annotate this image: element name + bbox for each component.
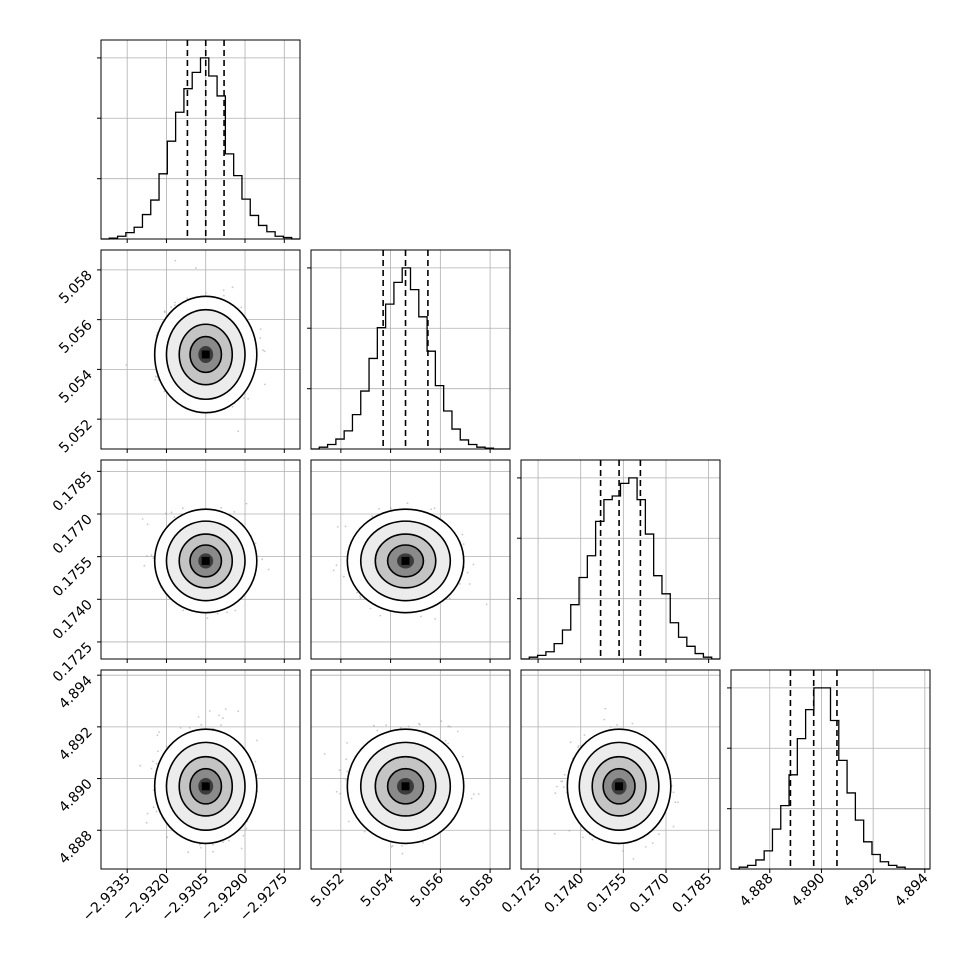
x-tick-label: 4.888	[737, 871, 777, 911]
y-tick-label: 4.892	[56, 724, 96, 764]
panel-frame	[310, 669, 511, 870]
density-peak	[201, 782, 210, 791]
density-peak	[401, 782, 410, 791]
y-tick-label: 5.054	[56, 367, 96, 407]
panel-frame	[520, 459, 721, 660]
x-tick-label: 0.1725	[499, 871, 545, 917]
x-tick-label: 5.054	[358, 870, 398, 910]
histogram-step	[521, 477, 720, 660]
density-peak	[201, 556, 210, 565]
panel-1-0: 5.052 5.054 5.056 5.058	[56, 249, 301, 457]
panel-0-0	[97, 39, 301, 243]
y-tick-label: 4.890	[56, 776, 96, 816]
x-tick-label: 4.894	[892, 870, 932, 910]
histogram-step	[731, 687, 930, 870]
x-tick-label: 4.890	[789, 871, 829, 911]
grid-lines	[311, 250, 510, 449]
y-tick-label: 5.052	[56, 417, 96, 457]
panel-frame	[520, 669, 721, 870]
y-tick-label: 0.1740	[50, 597, 96, 643]
x-tick-label: 5.056	[408, 870, 448, 910]
panel-frame	[310, 249, 511, 450]
x-tick-label: 0.1785	[669, 871, 715, 917]
panel-2-1	[310, 459, 511, 663]
panel-frame	[310, 459, 511, 660]
panel-frame	[100, 459, 301, 660]
x-tick-label: 5.058	[457, 871, 497, 911]
density-peak	[201, 350, 210, 359]
y-tick-label: 4.888	[56, 828, 96, 868]
panel-frame	[100, 39, 301, 240]
panel-3-1: 5.052 5.054 5.056 5.058	[308, 669, 511, 911]
panel-frame	[100, 249, 301, 450]
x-tick-label: 4.892	[840, 871, 880, 911]
histogram-step	[101, 57, 300, 240]
panel-3-0: −2.9335−2.9320−2.9305−2.9290−2.92754.888…	[56, 669, 301, 925]
panel-1-1	[307, 249, 511, 453]
x-tick-label: 0.1770	[627, 871, 673, 917]
histogram-step	[311, 267, 510, 450]
density-peak	[615, 782, 624, 791]
y-tick-label: 0.1755	[50, 554, 96, 600]
panel-3-3: 4.888 4.890 4.892 4.894	[727, 669, 932, 911]
y-tick-label: 5.056	[56, 317, 96, 357]
y-tick-label: 0.1785	[50, 469, 96, 515]
panel-frame	[730, 669, 931, 870]
density-peak	[401, 556, 410, 565]
y-tick-label: 0.1770	[50, 512, 96, 558]
panel-frame	[100, 669, 301, 870]
x-tick-label: 0.1755	[584, 871, 630, 917]
panel-2-2	[517, 459, 721, 663]
y-tick-label: 5.058	[56, 267, 96, 307]
x-tick-label: 0.1740	[542, 871, 588, 917]
grid-lines	[521, 460, 720, 659]
x-tick-label: 5.052	[308, 871, 348, 911]
